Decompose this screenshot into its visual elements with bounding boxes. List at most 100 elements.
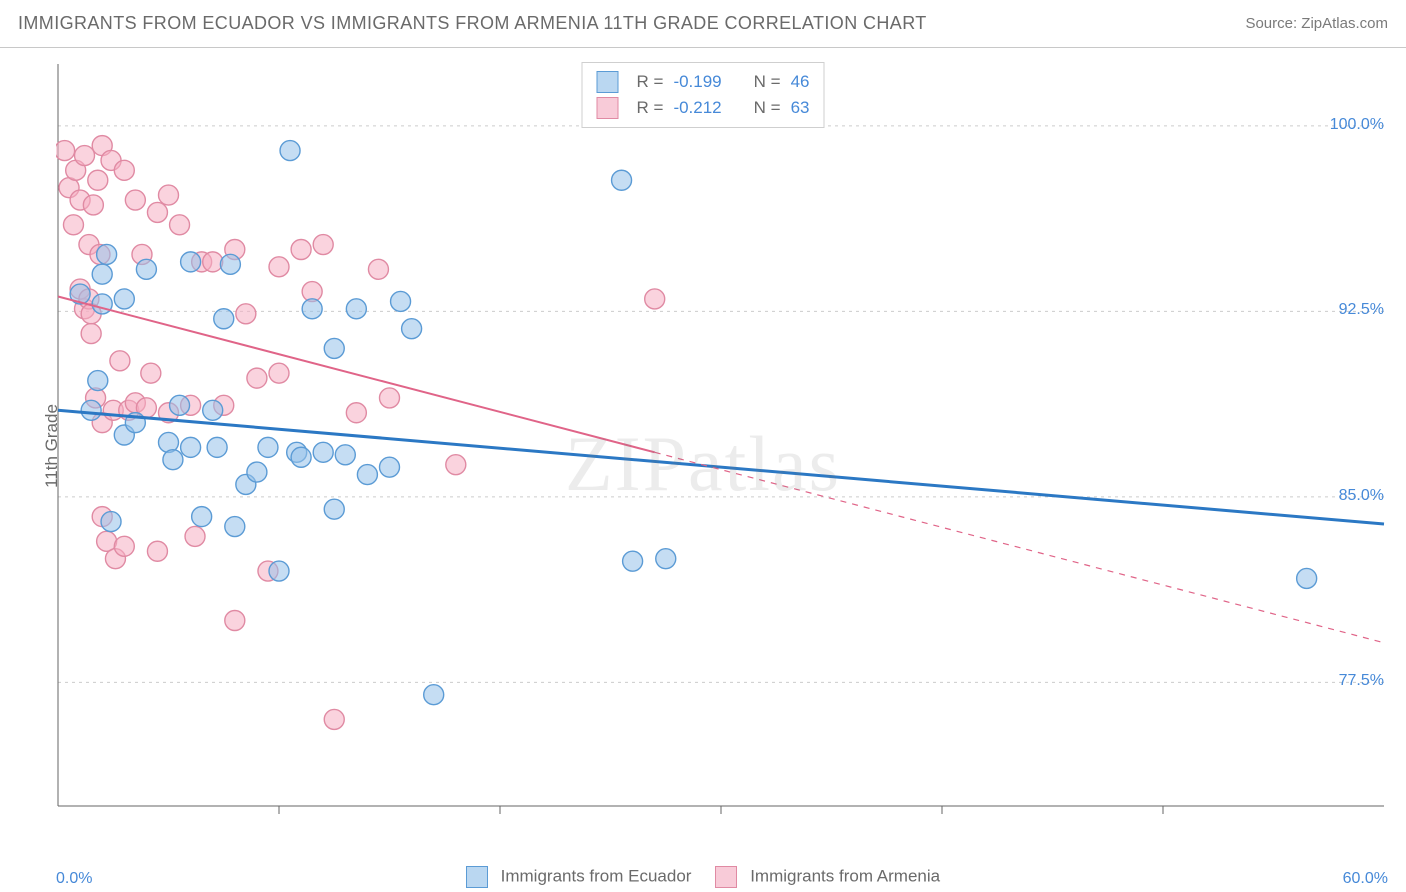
r-label: R =: [637, 98, 664, 118]
data-point: [181, 437, 201, 457]
n-value: 63: [791, 98, 810, 118]
data-point: [56, 141, 75, 161]
series-legend: Immigrants from Ecuador Immigrants from …: [0, 866, 1406, 888]
data-point: [269, 561, 289, 581]
trend-line-extrapolated: [655, 452, 1384, 642]
data-point: [313, 442, 333, 462]
data-point: [225, 517, 245, 537]
data-point: [247, 368, 267, 388]
stats-row-armenia: R = -0.212 N = 63: [597, 95, 810, 121]
data-point: [203, 252, 223, 272]
source-attribution: Source: ZipAtlas.com: [1245, 15, 1388, 32]
data-point: [83, 195, 103, 215]
y-tick-label: 92.5%: [1339, 301, 1384, 319]
data-point: [380, 457, 400, 477]
data-point: [75, 146, 95, 166]
data-point: [612, 170, 632, 190]
x-axis-min-label: 0.0%: [56, 870, 92, 888]
data-point: [324, 709, 344, 729]
data-point: [125, 190, 145, 210]
data-point: [63, 215, 83, 235]
data-point: [147, 541, 167, 561]
swatch-armenia: [715, 866, 737, 888]
data-point: [170, 215, 190, 235]
data-point: [159, 185, 179, 205]
data-point: [368, 259, 388, 279]
x-axis-max-label: 60.0%: [1343, 870, 1388, 888]
data-point: [346, 403, 366, 423]
data-point: [214, 309, 234, 329]
data-point: [163, 450, 183, 470]
data-point: [291, 240, 311, 260]
data-point: [258, 437, 278, 457]
data-point: [101, 512, 121, 532]
data-point: [269, 257, 289, 277]
r-label: R =: [637, 72, 664, 92]
data-point: [225, 611, 245, 631]
data-point: [357, 465, 377, 485]
data-point: [181, 252, 201, 272]
data-point: [335, 445, 355, 465]
data-point: [114, 160, 134, 180]
data-point: [92, 264, 112, 284]
data-point: [88, 371, 108, 391]
data-point: [192, 507, 212, 527]
data-point: [269, 363, 289, 383]
data-point: [656, 549, 676, 569]
data-point: [88, 170, 108, 190]
swatch-ecuador: [597, 71, 619, 93]
data-point: [114, 536, 134, 556]
data-point: [402, 319, 422, 339]
data-point: [236, 304, 256, 324]
legend-item-ecuador: Immigrants from Ecuador: [466, 866, 692, 888]
data-point: [81, 324, 101, 344]
data-point: [207, 437, 227, 457]
data-point: [92, 294, 112, 314]
data-point: [623, 551, 643, 571]
data-point: [114, 289, 134, 309]
swatch-ecuador: [466, 866, 488, 888]
data-point: [391, 291, 411, 311]
n-label: N =: [754, 72, 781, 92]
data-point: [424, 685, 444, 705]
data-point: [446, 455, 466, 475]
y-tick-label: 77.5%: [1339, 672, 1384, 690]
data-point: [97, 244, 117, 264]
data-point: [170, 395, 190, 415]
data-point: [346, 299, 366, 319]
data-point: [147, 202, 167, 222]
swatch-armenia: [597, 97, 619, 119]
data-point: [302, 299, 322, 319]
n-value: 46: [791, 72, 810, 92]
data-point: [185, 526, 205, 546]
r-value: -0.199: [673, 72, 721, 92]
legend-item-armenia: Immigrants from Armenia: [715, 866, 940, 888]
data-point: [136, 259, 156, 279]
stats-row-ecuador: R = -0.199 N = 46: [597, 69, 810, 95]
data-point: [220, 254, 240, 274]
legend-label: Immigrants from Armenia: [750, 866, 940, 885]
data-point: [141, 363, 161, 383]
stats-legend: R = -0.199 N = 46 R = -0.212 N = 63: [582, 62, 825, 128]
data-point: [645, 289, 665, 309]
data-point: [280, 141, 300, 161]
data-point: [1297, 568, 1317, 588]
plot-region: [56, 62, 1386, 834]
chart-title: IMMIGRANTS FROM ECUADOR VS IMMIGRANTS FR…: [18, 13, 927, 34]
y-tick-label: 85.0%: [1339, 487, 1384, 505]
y-tick-label: 100.0%: [1330, 116, 1384, 134]
title-bar: IMMIGRANTS FROM ECUADOR VS IMMIGRANTS FR…: [0, 0, 1406, 48]
legend-label: Immigrants from Ecuador: [501, 866, 692, 885]
chart-container: IMMIGRANTS FROM ECUADOR VS IMMIGRANTS FR…: [0, 0, 1406, 892]
data-point: [324, 499, 344, 519]
r-value: -0.212: [673, 98, 721, 118]
data-point: [324, 338, 344, 358]
data-point: [110, 351, 130, 371]
data-point: [313, 235, 333, 255]
n-label: N =: [754, 98, 781, 118]
data-point: [380, 388, 400, 408]
data-point: [247, 462, 267, 482]
data-point: [81, 400, 101, 420]
data-point: [203, 400, 223, 420]
data-point: [291, 447, 311, 467]
